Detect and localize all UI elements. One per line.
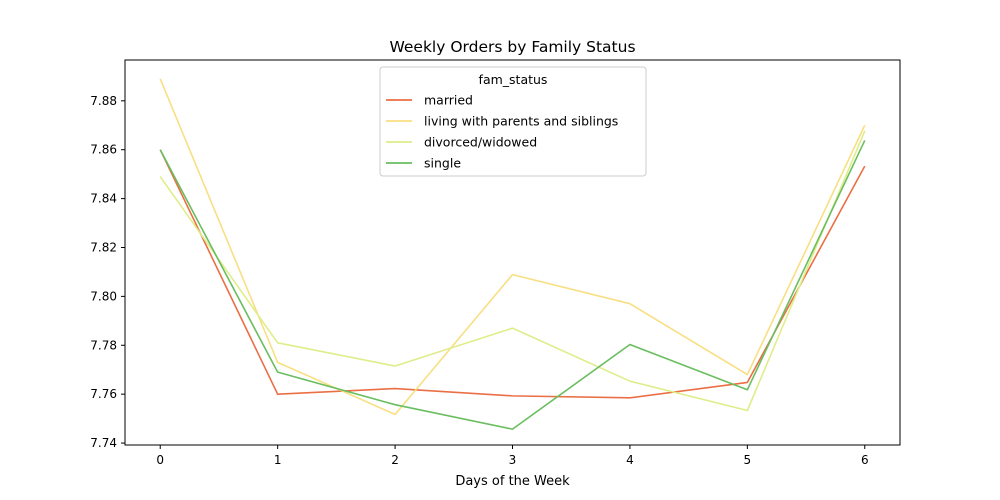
x-tick-label: 4 [626, 453, 634, 467]
y-tick-label: 7.82 [90, 240, 117, 254]
legend: fam_status married living with parents an… [379, 66, 647, 177]
x-tick-label: 2 [391, 453, 399, 467]
series-layer [159, 78, 866, 430]
y-axis: 7.74 7.76 7.78 7.80 7.82 7.84 7.86 7.88 [90, 94, 125, 450]
y-tick-label: 7.78 [90, 338, 117, 352]
y-tick-label: 7.86 [90, 143, 117, 157]
legend-label: single [424, 156, 461, 171]
y-tick-label: 7.80 [90, 289, 117, 303]
x-axis: 0 1 2 3 4 5 6 [156, 445, 869, 467]
x-axis-title: Days of the Week [455, 474, 570, 489]
x-tick-label: 3 [509, 453, 517, 467]
series-line-single [159, 140, 866, 430]
x-tick-label: 0 [156, 453, 164, 467]
legend-title: fam_status [479, 72, 548, 87]
legend-label: living with parents and siblings [424, 114, 618, 129]
series-line-divorced-widowed [159, 130, 866, 412]
chart-title: Weekly Orders by Family Status [389, 38, 635, 56]
legend-label: divorced/widowed [424, 135, 537, 150]
series-line-married [159, 149, 866, 399]
y-tick-label: 7.76 [90, 387, 117, 401]
y-tick-label: 7.74 [90, 436, 117, 450]
legend-box [379, 66, 647, 177]
y-tick-label: 7.88 [90, 94, 117, 108]
y-tick-label: 7.84 [90, 192, 117, 206]
x-tick-label: 6 [861, 453, 869, 467]
x-tick-label: 1 [274, 453, 282, 467]
legend-label: married [424, 93, 473, 108]
series-line-living-with-parents-and-siblings [159, 78, 866, 416]
x-tick-label: 5 [744, 453, 752, 467]
